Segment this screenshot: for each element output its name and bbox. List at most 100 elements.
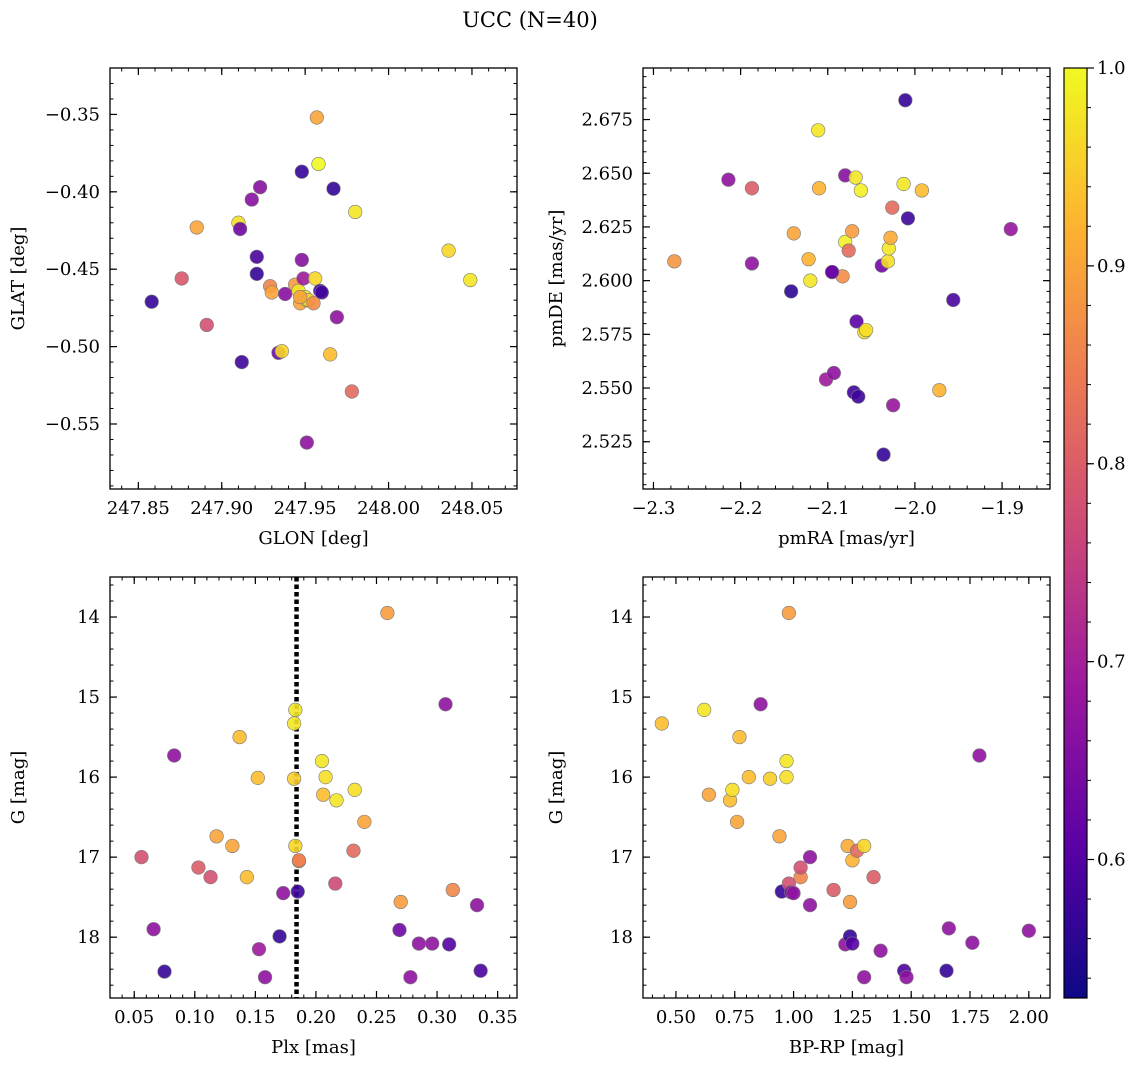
x-tick-label: 1.25	[832, 1007, 872, 1028]
data-point	[463, 272, 478, 288]
x-tick-label: −1.9	[980, 498, 1024, 519]
data-point	[232, 729, 247, 745]
data-point	[233, 221, 248, 237]
data-point	[257, 970, 273, 985]
y-tick-label: 15	[77, 687, 100, 708]
data-point	[311, 156, 326, 172]
data-point	[701, 787, 716, 802]
data-point	[786, 886, 801, 901]
data-point	[425, 936, 440, 951]
data-point	[845, 224, 860, 239]
y-axis-label: GLAT [deg]	[8, 227, 29, 331]
data-point	[314, 753, 330, 769]
data-point	[442, 937, 457, 952]
data-point	[134, 850, 149, 865]
data-point	[826, 365, 841, 381]
data-point	[721, 172, 736, 187]
y-tick-label: 16	[77, 767, 100, 788]
data-point	[845, 936, 860, 951]
data-point	[939, 963, 954, 978]
data-point	[473, 963, 488, 978]
y-tick-label: −0.40	[45, 182, 100, 203]
data-point	[972, 748, 987, 763]
figure-title: UCC (N=40)	[462, 8, 598, 32]
data-point	[880, 254, 895, 269]
y-tick-label: 2.650	[581, 163, 633, 184]
data-point	[287, 771, 302, 786]
data-point	[886, 398, 901, 413]
x-tick-label: 0.05	[114, 1007, 154, 1028]
data-point	[191, 860, 206, 875]
data-point	[744, 181, 760, 196]
y-tick-label: 2.550	[581, 378, 633, 399]
x-tick-label: 1.50	[891, 1007, 931, 1028]
axes-frame	[109, 67, 518, 490]
data-point	[851, 389, 866, 404]
data-point	[883, 230, 898, 245]
data-point	[272, 929, 287, 944]
data-point	[249, 249, 264, 264]
x-tick-label: 247.90	[190, 498, 253, 519]
data-point	[276, 886, 291, 901]
colorbar-gradient	[1063, 67, 1088, 999]
data-point	[849, 314, 864, 329]
data-point	[174, 271, 189, 286]
data-point	[274, 344, 289, 359]
data-point	[848, 170, 863, 185]
data-point	[876, 447, 891, 462]
data-point	[290, 884, 305, 899]
data-point	[209, 829, 224, 844]
data-point	[932, 383, 947, 398]
data-point	[234, 354, 249, 370]
data-point	[293, 289, 308, 305]
data-point	[842, 894, 858, 910]
data-point	[744, 256, 760, 271]
data-point	[781, 605, 796, 621]
data-point	[393, 894, 408, 910]
data-point	[288, 838, 303, 854]
data-point	[762, 771, 778, 786]
data-point	[914, 183, 929, 198]
data-point	[841, 243, 856, 258]
data-point	[392, 922, 407, 938]
data-point	[811, 181, 827, 196]
data-point	[811, 123, 826, 138]
x-tick-label: 0.20	[296, 1007, 336, 1028]
x-tick-label: −2.2	[719, 498, 763, 519]
data-point	[801, 252, 816, 267]
colorbar-tick-label: 0.7	[1097, 652, 1126, 673]
panel-bprp-g: 0.50 0.75 1.00 1.25 1.50 1.75 2.00 14 15 16 17 18 BP…	[546, 576, 1051, 1058]
data-point	[772, 829, 787, 844]
data-point	[885, 200, 900, 215]
y-tick-label: 16	[610, 767, 633, 788]
colorbar-tick-label: 1.0	[1097, 58, 1126, 79]
data-point	[309, 110, 324, 125]
data-point	[199, 317, 214, 333]
data-point	[1003, 221, 1018, 237]
x-axis-label: BP-RP [mag]	[789, 1037, 904, 1058]
x-tick-label: 0.10	[175, 1007, 215, 1028]
data-point	[793, 860, 808, 875]
data-point	[965, 935, 980, 950]
x-tick-label: −2.0	[893, 498, 937, 519]
data-point	[323, 347, 338, 362]
data-point	[146, 922, 161, 937]
data-point	[802, 850, 818, 865]
data-point	[898, 93, 913, 108]
x-tick-label: 0.75	[715, 1007, 755, 1028]
panel-plx-g: 0.05 0.10 0.15 0.20 0.25 0.30 0.35 14 15 16 17 18 Pl…	[8, 576, 518, 1058]
data-point	[329, 793, 344, 808]
data-point	[253, 180, 268, 195]
data-point	[732, 729, 747, 745]
axes-frame	[109, 576, 518, 999]
data-point	[741, 769, 756, 785]
panels: 247.85 247.90 247.95 248.00 248.05 −0.35 −0.40…	[8, 67, 1051, 1058]
y-axis-label: G [mag]	[8, 751, 29, 824]
data-point	[802, 898, 818, 913]
colorbar-tick-label: 0.9	[1097, 256, 1126, 277]
data-point	[357, 814, 372, 830]
data-point	[144, 294, 159, 309]
data-point	[347, 782, 362, 798]
data-point	[946, 292, 961, 308]
